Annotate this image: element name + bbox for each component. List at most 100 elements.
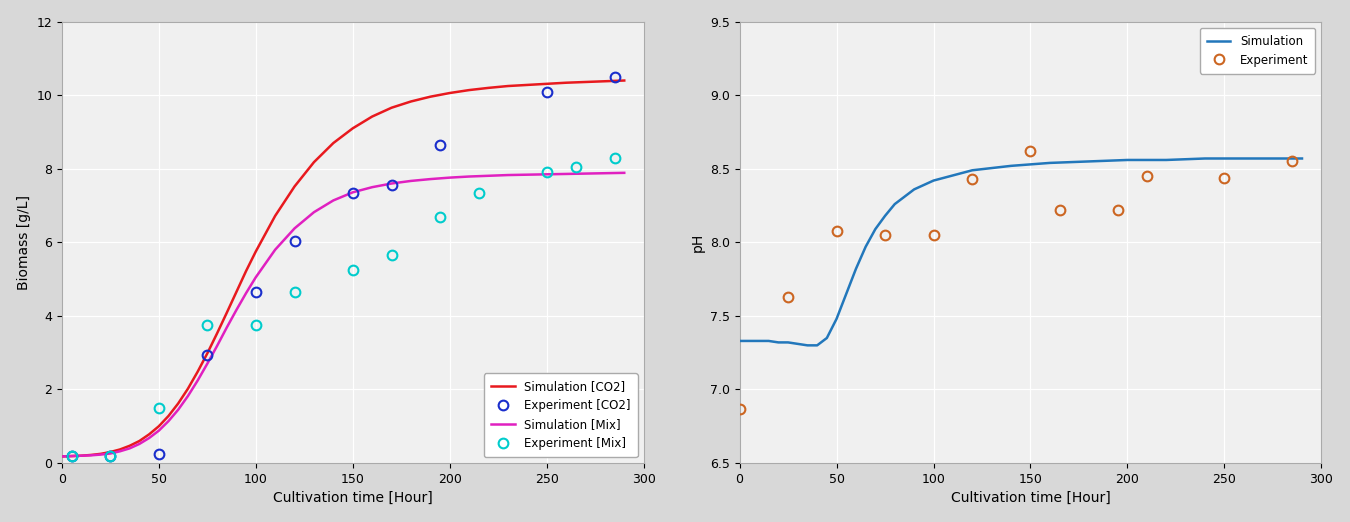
- Simulation: [867, 226, 883, 232]
- Simulation [Mix]: [140, 435, 157, 441]
- Experiment: [1022, 148, 1038, 155]
- Experiment: [1139, 173, 1156, 179]
- Simulation [Mix]: [344, 189, 360, 195]
- Simulation: [740, 338, 756, 344]
- Simulation [Mix]: [82, 452, 99, 458]
- Simulation: [964, 167, 980, 173]
- Experiment [CO2]: [432, 142, 448, 148]
- Simulation [CO2]: [189, 369, 205, 375]
- Simulation [Mix]: [500, 172, 516, 178]
- Simulation: [743, 338, 759, 344]
- Simulation [CO2]: [402, 98, 418, 104]
- Simulation [CO2]: [122, 443, 138, 449]
- Simulation: [838, 291, 855, 297]
- Simulation [CO2]: [286, 183, 302, 189]
- Simulation [Mix]: [441, 174, 458, 181]
- Experiment [Mix]: [63, 453, 80, 459]
- Simulation [Mix]: [180, 393, 196, 399]
- Simulation [CO2]: [180, 386, 196, 392]
- Simulation [Mix]: [112, 448, 128, 455]
- Simulation: [925, 177, 941, 184]
- Simulation [CO2]: [616, 77, 632, 84]
- Simulation [Mix]: [54, 453, 70, 459]
- Simulation [Mix]: [481, 173, 497, 179]
- Experiment: [732, 406, 748, 412]
- Simulation: [760, 338, 776, 344]
- Simulation [CO2]: [54, 453, 70, 459]
- Simulation [CO2]: [209, 330, 225, 337]
- Simulation: [736, 338, 752, 344]
- Simulation: [1197, 156, 1214, 162]
- Simulation: [1293, 156, 1310, 162]
- Experiment: [925, 232, 941, 238]
- Experiment: [878, 232, 894, 238]
- Simulation: [829, 316, 845, 322]
- Experiment: [1216, 174, 1233, 181]
- Simulation [Mix]: [325, 197, 342, 204]
- Experiment [CO2]: [63, 453, 80, 459]
- Simulation [CO2]: [383, 104, 400, 111]
- Simulation: [732, 338, 748, 344]
- Simulation [Mix]: [63, 453, 80, 459]
- Simulation [Mix]: [228, 307, 244, 313]
- Experiment [Mix]: [286, 289, 302, 295]
- Simulation [Mix]: [383, 181, 400, 187]
- Experiment [CO2]: [344, 189, 360, 196]
- Simulation [CO2]: [500, 83, 516, 89]
- Simulation [CO2]: [161, 413, 177, 419]
- Experiment [CO2]: [151, 450, 167, 457]
- Simulation: [799, 342, 815, 349]
- Experiment [Mix]: [471, 189, 487, 196]
- Simulation [CO2]: [539, 81, 555, 87]
- Simulation [Mix]: [616, 170, 632, 176]
- Experiment [Mix]: [151, 405, 167, 411]
- Simulation [CO2]: [151, 423, 167, 430]
- Simulation [CO2]: [423, 93, 439, 100]
- Simulation [Mix]: [423, 176, 439, 182]
- Experiment [CO2]: [103, 453, 119, 459]
- Simulation: [887, 201, 903, 207]
- Simulation [Mix]: [306, 209, 323, 216]
- Experiment [Mix]: [383, 252, 400, 258]
- Simulation [Mix]: [402, 178, 418, 184]
- Simulation: [1080, 158, 1096, 164]
- Simulation: [780, 339, 796, 346]
- Simulation: [818, 335, 834, 341]
- Line: Experiment: Experiment: [734, 146, 1297, 413]
- Simulation: [751, 338, 767, 344]
- Y-axis label: pH: pH: [690, 233, 705, 252]
- Simulation: [906, 186, 922, 193]
- Y-axis label: Biomass [g/L]: Biomass [g/L]: [16, 195, 31, 290]
- Experiment [Mix]: [539, 169, 555, 175]
- Simulation [Mix]: [460, 173, 477, 180]
- Simulation: [771, 339, 787, 346]
- Simulation [Mix]: [73, 453, 89, 459]
- Simulation [CO2]: [344, 125, 360, 132]
- Simulation [Mix]: [200, 361, 216, 367]
- Simulation [Mix]: [219, 325, 235, 331]
- Simulation [Mix]: [520, 172, 536, 178]
- Simulation [CO2]: [228, 289, 244, 295]
- Experiment [CO2]: [286, 238, 302, 244]
- Simulation: [848, 266, 864, 272]
- Simulation [CO2]: [112, 446, 128, 453]
- Experiment [Mix]: [200, 322, 216, 328]
- Simulation [Mix]: [364, 184, 381, 191]
- Simulation [CO2]: [219, 310, 235, 316]
- Simulation [CO2]: [325, 140, 342, 146]
- Experiment [CO2]: [200, 351, 216, 358]
- Simulation: [790, 341, 806, 347]
- Simulation [CO2]: [140, 431, 157, 437]
- Simulation: [878, 213, 894, 219]
- Simulation [Mix]: [558, 171, 574, 177]
- Simulation [CO2]: [520, 82, 536, 88]
- Simulation [Mix]: [286, 226, 302, 232]
- Experiment [CO2]: [383, 182, 400, 188]
- Experiment [CO2]: [539, 88, 555, 94]
- Simulation [Mix]: [209, 343, 225, 349]
- Simulation [CO2]: [267, 213, 284, 219]
- Simulation [CO2]: [460, 87, 477, 93]
- Simulation [Mix]: [247, 274, 263, 280]
- Experiment [Mix]: [432, 213, 448, 220]
- Simulation [Mix]: [103, 450, 119, 457]
